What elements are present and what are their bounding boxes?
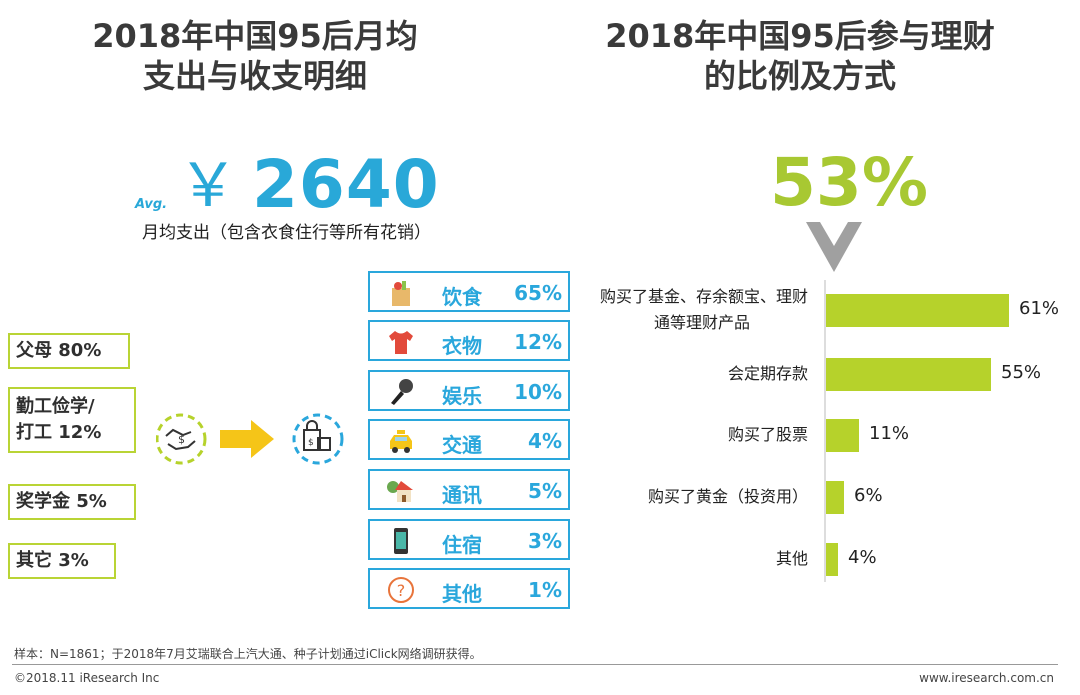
- svg-text:$: $: [178, 433, 185, 446]
- category-percent: 1%: [528, 578, 562, 602]
- website: www.iresearch.com.cn: [919, 671, 1054, 685]
- category-percent: 65%: [514, 281, 562, 305]
- category-label: 住宿: [442, 533, 482, 557]
- arrow-right-icon: [220, 420, 274, 458]
- finance-bar: [826, 293, 1009, 327]
- category-percent: 3%: [528, 529, 562, 553]
- spending-category-entertainment: 娱乐 10%: [368, 370, 570, 411]
- category-percent: 4%: [528, 429, 562, 453]
- left-title-line1: 2018年中国95后月均: [92, 17, 418, 55]
- finance-bar: [826, 357, 991, 391]
- income-source-label: 奖学金 5%: [16, 491, 107, 512]
- finance-bar: [826, 418, 859, 452]
- category-label: 衣物: [442, 334, 482, 358]
- finance-bar-value: 6%: [854, 485, 883, 506]
- house-icon: [387, 481, 413, 502]
- chart-axis: [824, 280, 826, 582]
- sample-note: 样本：N=1861；于2018年7月艾瑞联合上汽大通、种子计划通过iClick网…: [14, 647, 482, 661]
- taxi-icon: [390, 430, 412, 453]
- svg-text:$: $: [308, 438, 314, 448]
- spending-category-clothing: 衣物 12%: [368, 320, 570, 361]
- finance-bar-value: 4%: [848, 547, 877, 568]
- left-title-line2: 支出与收支明细: [142, 57, 367, 95]
- spending-category-other: ? 其他 1%: [368, 568, 570, 609]
- microphone-icon: [391, 379, 413, 405]
- income-source-label: 其它 3%: [16, 550, 89, 571]
- right-title: 2018年中国95后参与理财 的比例及方式: [555, 16, 1045, 96]
- income-source-work-study: 勤工俭学/ 打工 12%: [8, 387, 136, 453]
- spending-description: 月均支出（包含衣食住行等所有花销）: [142, 223, 431, 243]
- money-exchange-icon: $: [156, 413, 207, 465]
- category-label: 饮食: [442, 285, 482, 309]
- participation-rate: 53%: [770, 144, 928, 221]
- spending-category-transport: 交通 4%: [368, 419, 570, 460]
- finance-bar: [826, 480, 844, 514]
- finance-category-label: 购买了股票: [727, 425, 808, 444]
- spending-category-housing: 住宿 3%: [368, 519, 570, 560]
- income-source-scholarship: 奖学金 5%: [8, 484, 136, 520]
- finance-category-label: 会定期存款: [727, 364, 808, 383]
- copyright: ©2018.11 iResearch Inc: [14, 671, 160, 685]
- category-label: 通讯: [442, 483, 482, 507]
- tshirt-icon: [389, 331, 413, 354]
- category-label: 其他: [442, 582, 482, 606]
- spending-amount: 2640: [252, 146, 440, 223]
- category-label: 交通: [442, 433, 482, 457]
- grocery-bag-icon: [392, 281, 410, 306]
- finance-category-label: 购买了基金、存余额宝、理财 通等理财产品: [599, 287, 808, 332]
- shopping-icon: $: [292, 413, 344, 465]
- left-title: 2018年中国95后月均 支出与收支明细: [40, 16, 470, 96]
- finance-category-label: 其他: [775, 549, 808, 568]
- category-percent: 12%: [514, 330, 562, 354]
- income-source-parents: 父母 80%: [8, 333, 130, 369]
- finance-bar-value: 11%: [869, 423, 910, 444]
- finance-bar: [826, 542, 838, 576]
- spending-category-communication: 通讯 5%: [368, 469, 570, 510]
- right-title-line1: 2018年中国95后参与理财: [605, 17, 995, 55]
- spending-category-food: 饮食 65%: [368, 271, 570, 312]
- income-source-other: 其它 3%: [8, 543, 116, 579]
- right-title-line2: 的比例及方式: [703, 57, 896, 95]
- category-percent: 10%: [514, 380, 562, 404]
- chevron-down-icon: [806, 222, 862, 272]
- currency-symbol: ￥: [178, 151, 238, 221]
- avg-label: Avg.: [135, 197, 168, 212]
- income-source-label: 父母 80%: [16, 340, 102, 361]
- finance-bar-value: 61%: [1019, 298, 1060, 319]
- income-source-label: 勤工俭学/ 打工 12%: [16, 396, 102, 443]
- category-percent: 5%: [528, 479, 562, 503]
- phone-icon: [394, 528, 408, 554]
- income-to-spending-flow: $ $: [156, 413, 344, 465]
- question-icon: ?: [388, 577, 414, 603]
- finance-category-label: 购买了黄金（投资用）: [647, 487, 808, 506]
- footer-divider: [12, 664, 1058, 665]
- finance-bar-value: 55%: [1001, 362, 1042, 383]
- category-label: 娱乐: [442, 384, 482, 408]
- svg-text:?: ?: [397, 581, 406, 600]
